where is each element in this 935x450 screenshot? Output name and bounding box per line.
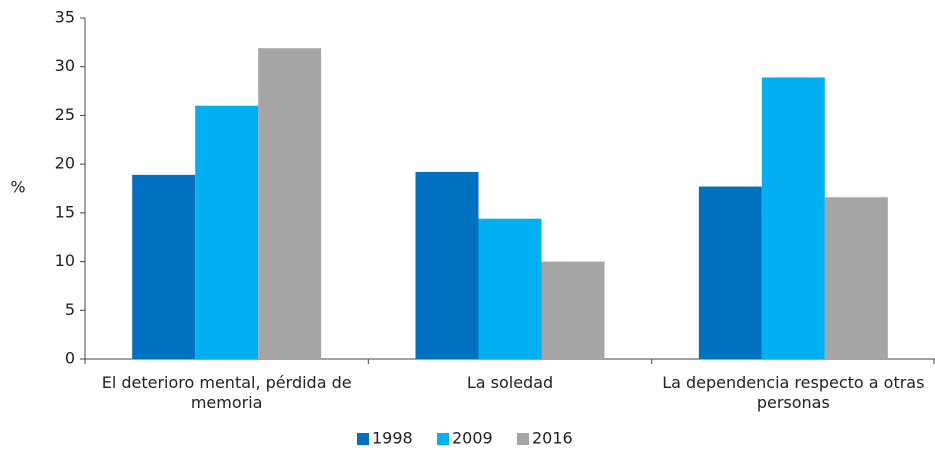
y-axis-label: %: [10, 178, 25, 197]
y-tick-label: 15: [55, 202, 75, 221]
y-tick-label: 30: [55, 56, 75, 75]
bar: [761, 77, 825, 359]
y-tick-label: 5: [65, 300, 75, 319]
y-tick-label: 10: [55, 251, 75, 270]
x-tick-label: El deterioro mental, pérdida de memoria: [101, 373, 352, 412]
legend-swatch: [437, 433, 449, 445]
bar: [195, 105, 259, 359]
bar: [541, 261, 605, 359]
bar: [698, 186, 762, 359]
legend-label: 1998: [372, 429, 413, 448]
legend-swatch: [517, 433, 529, 445]
y-tick-label: 20: [55, 154, 75, 173]
bar: [415, 171, 479, 359]
bar: [824, 197, 888, 359]
bar: [258, 48, 322, 360]
y-tick-label: 35: [55, 8, 75, 27]
bar: [478, 218, 542, 359]
bar: [132, 174, 196, 359]
x-tick-label: La soledad: [466, 373, 554, 392]
y-tick-label: 0: [65, 349, 75, 368]
legend-swatch: [357, 433, 369, 445]
legend-label: 2009: [452, 429, 493, 448]
y-tick-label: 25: [55, 105, 75, 124]
x-tick-label: La dependencia respecto a otras personas: [662, 373, 925, 412]
legend-label: 2016: [532, 429, 573, 448]
